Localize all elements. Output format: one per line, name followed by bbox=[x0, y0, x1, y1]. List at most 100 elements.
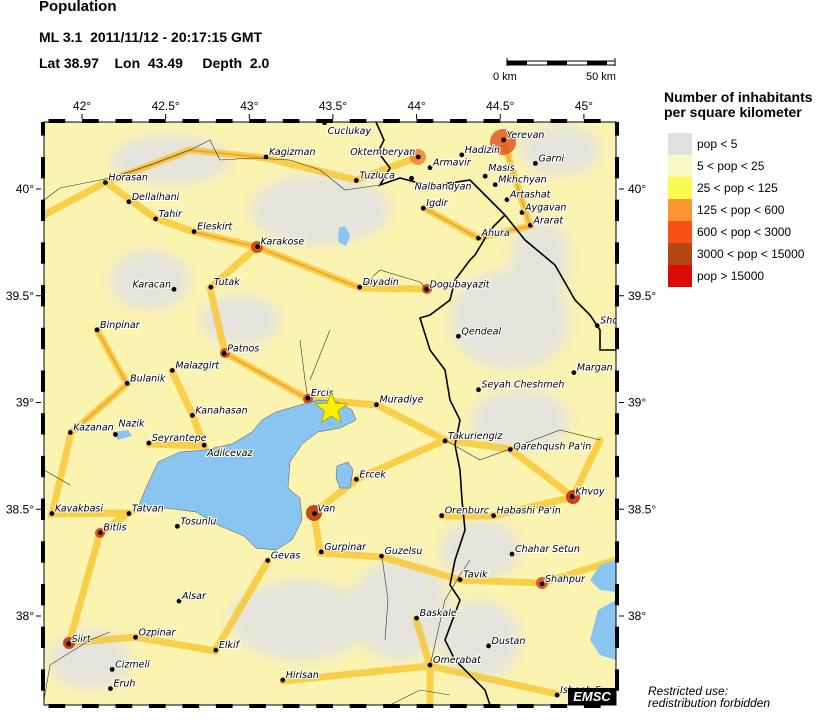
town-marker[interactable]: Van bbox=[312, 503, 336, 516]
town-label: Tatvan bbox=[132, 504, 164, 515]
frame-segment bbox=[41, 413, 45, 435]
town-marker[interactable]: Tavik bbox=[457, 569, 489, 583]
town-label: Van bbox=[318, 504, 336, 515]
town-marker[interactable]: Gevas bbox=[265, 549, 301, 563]
legend-title-line2: per square kilometer bbox=[664, 104, 802, 120]
town-marker[interactable]: Khvoy bbox=[569, 485, 606, 499]
town-marker[interactable]: Bitlis bbox=[98, 522, 128, 536]
town-marker[interactable]: Garni bbox=[532, 152, 565, 166]
town-marker[interactable]: Karacan bbox=[131, 278, 177, 292]
town-label: Malazgirt bbox=[175, 360, 220, 371]
town-marker[interactable]: Alsar bbox=[176, 590, 208, 604]
town-dot bbox=[374, 402, 379, 408]
frame-segment bbox=[82, 704, 99, 708]
epicenter-star-icon[interactable] bbox=[313, 390, 349, 424]
town-dot bbox=[305, 395, 311, 401]
town-marker[interactable]: Bulanik bbox=[124, 372, 167, 386]
town-marker[interactable]: Igdir bbox=[420, 197, 450, 211]
town-marker[interactable]: Shahpur bbox=[539, 573, 587, 587]
town-marker[interactable]: Sho bbox=[594, 315, 618, 329]
lon-tick-label: 43° bbox=[240, 99, 258, 113]
town-marker[interactable]: Kazanan bbox=[67, 421, 115, 435]
town-marker[interactable]: Qendeal bbox=[456, 325, 502, 339]
town-marker[interactable]: Armavir bbox=[427, 157, 473, 171]
frame-segment bbox=[615, 583, 619, 606]
frame-segment bbox=[48, 704, 66, 708]
town-marker[interactable]: Masis bbox=[482, 162, 516, 179]
town-marker[interactable]: Hadizin bbox=[459, 144, 501, 158]
town-marker[interactable]: Hirisan bbox=[280, 669, 320, 683]
town-marker[interactable]: Gurpinar bbox=[318, 541, 368, 555]
town-marker[interactable]: Diyadin bbox=[357, 276, 400, 290]
town-marker[interactable]: Yerevan bbox=[501, 129, 545, 143]
provincial-borders bbox=[44, 139, 601, 705]
town-marker[interactable]: Patnos bbox=[221, 342, 260, 356]
town-marker[interactable]: Takuriengiz bbox=[442, 430, 504, 444]
town-marker[interactable]: Karakose bbox=[255, 236, 305, 250]
town-marker[interactable]: Nazik bbox=[113, 418, 146, 437]
town-label: Seyah Cheshmeh bbox=[482, 380, 565, 391]
town-marker[interactable]: Margan bbox=[571, 362, 614, 376]
town-marker[interactable]: Kanahasan bbox=[190, 404, 249, 418]
town-label: Kagizman bbox=[269, 147, 315, 158]
town-label: Omerabat bbox=[433, 655, 482, 666]
town-marker[interactable]: Eruh bbox=[108, 678, 136, 691]
town-marker[interactable]: Ararat bbox=[527, 214, 565, 228]
town-dot bbox=[171, 286, 177, 292]
frame-segment bbox=[615, 242, 619, 264]
town-marker[interactable]: Elkif bbox=[213, 639, 242, 653]
town-marker[interactable]: Dellalhani bbox=[126, 191, 181, 205]
town-marker[interactable]: Cizmeli bbox=[109, 658, 151, 672]
town-marker[interactable]: Malazgirt bbox=[169, 359, 221, 373]
town-marker[interactable]: Oktemberyan bbox=[349, 146, 421, 160]
legend-title: Number of inhabitants per square kilomet… bbox=[664, 90, 813, 120]
town-marker[interactable]: Eleskirt bbox=[191, 221, 235, 235]
town-marker[interactable]: Orenburc bbox=[439, 505, 491, 519]
town-marker[interactable]: Tosunlu bbox=[174, 515, 217, 529]
town-marker[interactable]: Tutak bbox=[208, 276, 241, 290]
town-marker[interactable]: Muradiye bbox=[374, 394, 425, 408]
town-marker[interactable]: Habashi Pa'in bbox=[491, 505, 562, 519]
town-label: Sho bbox=[600, 316, 618, 327]
town-marker[interactable]: Horasan bbox=[103, 172, 149, 185]
town-marker[interactable]: Kavakbasi bbox=[49, 503, 104, 516]
town-marker[interactable]: Aygavan bbox=[519, 201, 567, 215]
frame-segment bbox=[41, 626, 45, 649]
town-marker[interactable]: Omerabat bbox=[427, 654, 483, 668]
town-marker[interactable]: Nalbandyan bbox=[409, 175, 473, 193]
town-marker[interactable]: Kagizman bbox=[263, 146, 316, 160]
town-marker[interactable]: Binpinar bbox=[94, 319, 142, 333]
frame-segment bbox=[516, 704, 534, 708]
town-dot bbox=[318, 549, 324, 555]
town-label: Margan bbox=[577, 363, 613, 374]
town-marker[interactable]: Guzelsu bbox=[379, 545, 423, 559]
town-marker[interactable]: Seyah Cheshmeh bbox=[476, 379, 565, 393]
legend-label: 25 < pop < 125 bbox=[697, 181, 778, 195]
town-dot bbox=[255, 244, 261, 250]
town-marker[interactable]: Siirt bbox=[66, 633, 93, 647]
town-marker[interactable]: Seyrantepe bbox=[146, 432, 208, 446]
town-marker[interactable]: Tahir bbox=[153, 208, 184, 222]
town-label: Kanahasan bbox=[195, 405, 247, 416]
town-marker[interactable]: Ercis bbox=[305, 387, 335, 401]
town-dot bbox=[265, 558, 271, 563]
town-marker[interactable]: Baskale bbox=[414, 607, 458, 621]
town-marker[interactable]: Dogubayazit bbox=[424, 278, 492, 292]
town-dot bbox=[486, 643, 491, 649]
town-marker[interactable]: Mkhchyan bbox=[492, 174, 548, 188]
town-marker[interactable]: Tuzluca bbox=[353, 169, 396, 183]
town-marker[interactable]: Ercek bbox=[353, 468, 387, 482]
town-marker[interactable]: Ahura bbox=[476, 227, 511, 241]
town-dot bbox=[539, 581, 545, 587]
frame-segment bbox=[316, 119, 333, 123]
frame-segment bbox=[282, 119, 300, 123]
town-marker[interactable]: Tatvan bbox=[126, 503, 165, 516]
town-marker[interactable]: Dustan bbox=[486, 635, 526, 649]
town-marker[interactable]: Qarehqush Pa'in bbox=[507, 440, 592, 453]
town-label: Eleskirt bbox=[197, 222, 233, 233]
town-marker[interactable]: Chahar Setun bbox=[509, 543, 581, 557]
town-marker[interactable]: Ozpinar bbox=[133, 626, 178, 640]
frame-segment bbox=[41, 541, 45, 563]
town-marker[interactable]: Adilcevaz bbox=[201, 442, 254, 460]
town-marker[interactable]: Artashat bbox=[504, 189, 553, 203]
